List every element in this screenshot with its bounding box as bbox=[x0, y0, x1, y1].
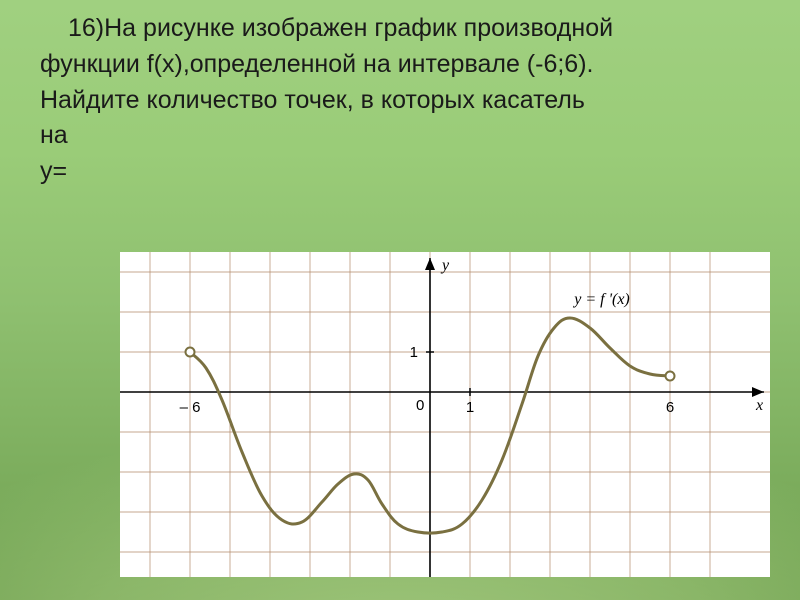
svg-text:1: 1 bbox=[466, 399, 474, 416]
chart-svg: 0 – 6 1 6 1 y x y = f '(x) bbox=[120, 252, 770, 577]
text-line-4: на bbox=[40, 119, 760, 153]
svg-text:x: x bbox=[755, 397, 763, 414]
text-line-5: у= bbox=[40, 155, 760, 189]
problem-text: 16)На рисунке изображен график производн… bbox=[40, 12, 760, 191]
svg-text:6: 6 bbox=[666, 399, 674, 416]
text-line-1: 16)На рисунке изображен график производн… bbox=[40, 12, 760, 46]
chart: 0 – 6 1 6 1 y x y = f '(x) bbox=[120, 252, 770, 577]
svg-text:1: 1 bbox=[410, 344, 418, 361]
svg-text:0: 0 bbox=[416, 397, 424, 414]
svg-text:y: y bbox=[440, 257, 450, 274]
svg-text:y = f '(x): y = f '(x) bbox=[572, 291, 630, 308]
text-line-3: Найдите количество точек, в которых каса… bbox=[40, 84, 760, 118]
slide: 16)На рисунке изображен график производн… bbox=[0, 0, 800, 600]
svg-text:– 6: – 6 bbox=[180, 399, 201, 416]
text-line-2: функции f(x),определенной на интервале (… bbox=[40, 48, 760, 82]
